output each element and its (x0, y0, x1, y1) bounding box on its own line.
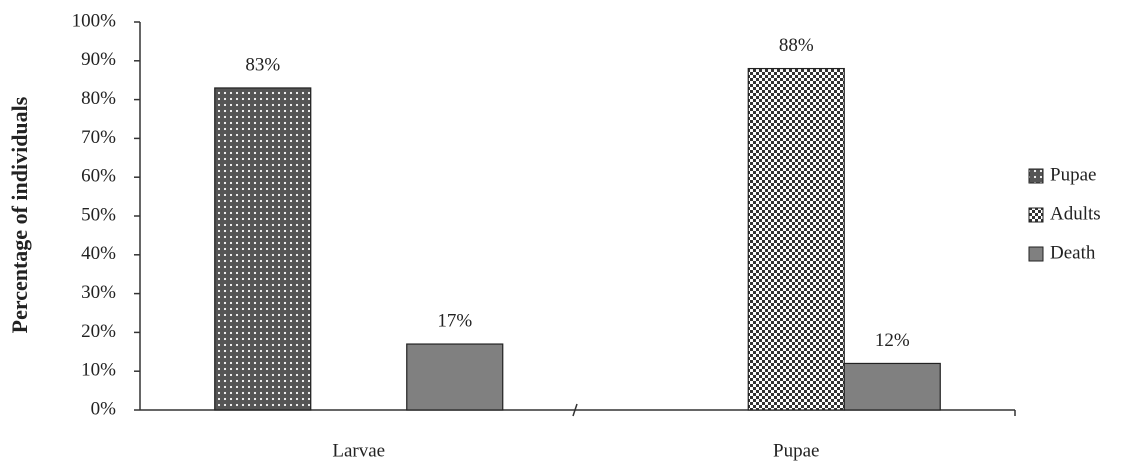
bar (843, 362, 941, 411)
y-tick-label: 30% (81, 282, 116, 303)
legend-swatch (1028, 168, 1044, 184)
bar (406, 343, 504, 411)
y-tick-label: 60% (81, 166, 116, 187)
value-label: 88% (779, 35, 814, 56)
legend-label: Adults (1050, 203, 1101, 224)
y-tick-label: 90% (81, 49, 116, 70)
category-separator (572, 403, 578, 417)
bar (747, 67, 845, 411)
legend-swatch (1028, 246, 1044, 262)
y-tick-label: 0% (91, 398, 117, 419)
x-tick-label: Pupae (773, 440, 819, 461)
y-tick-label: 20% (81, 321, 116, 342)
x-tick-label: Larvae (332, 440, 385, 461)
y-tick-label: 100% (72, 10, 117, 31)
legend-label: Pupae (1050, 164, 1096, 185)
y-tick-label: 40% (81, 243, 116, 264)
value-label: 17% (437, 310, 472, 331)
legend-swatch (1028, 207, 1044, 223)
value-label: 83% (245, 54, 280, 75)
legend-label: Death (1050, 242, 1096, 263)
value-label: 12% (875, 330, 910, 351)
y-tick-label: 70% (81, 127, 116, 148)
y-tick-label: 10% (81, 360, 116, 381)
bar (214, 87, 312, 411)
y-tick-label: 80% (81, 88, 116, 109)
y-axis-label: Percentage of individuals (7, 96, 32, 333)
y-tick-label: 50% (81, 204, 116, 225)
